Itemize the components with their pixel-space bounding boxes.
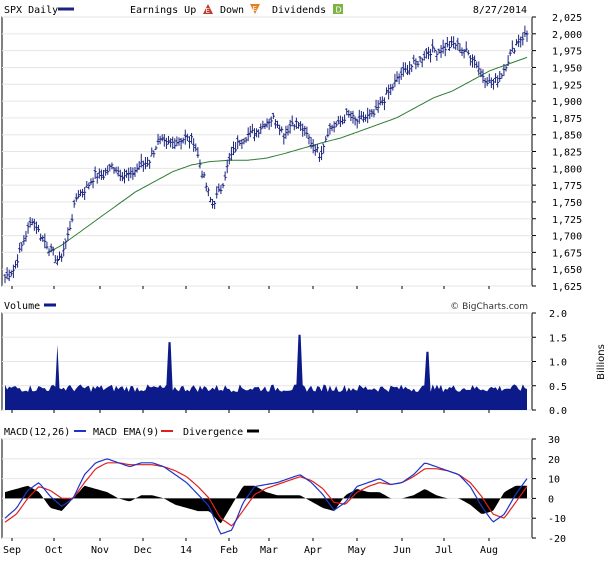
earnings-up-badge: E — [203, 4, 213, 15]
macd-y-tick-label: 20 — [548, 455, 560, 466]
price-y-tick-label: 1,875 — [552, 114, 582, 125]
price-y-tick-label: 1,900 — [552, 97, 582, 108]
macd-y-tick-label: 10 — [548, 475, 560, 486]
x-axis-label: Dec — [134, 545, 152, 556]
x-axis-label: Apr — [304, 545, 322, 556]
price-y-tick-label: 1,650 — [552, 265, 582, 276]
volume-units-label: Billions — [596, 344, 607, 380]
price-y-tick-label: 1,750 — [552, 198, 582, 209]
x-axis-label: May — [348, 545, 366, 556]
price-gridlines — [2, 16, 532, 287]
symbol-label: SPX Daily — [4, 5, 58, 16]
macd-ema-label: MACD EMA(9) — [93, 427, 159, 438]
price-y-tick-label: 1,725 — [552, 215, 582, 226]
macd-label: MACD(12,26) — [4, 427, 70, 438]
volume-y-axis: 2.0 1.5 1.0 0.5 0.0 — [532, 309, 567, 417]
x-axis-label: Jul — [435, 545, 453, 556]
x-axis-label: 14 — [180, 545, 192, 556]
volume-area — [5, 334, 527, 410]
price-y-axis: 2,025 2,000 1,975 1,950 1,925 1,900 1,875 1,850… — [532, 13, 582, 293]
macd-line — [4, 458, 528, 535]
macd-y-axis: 30 20 10 0 -10 -20 — [532, 435, 566, 545]
chart-date: 8/27/2014 — [473, 5, 527, 16]
price-y-tick-label: 1,800 — [552, 164, 582, 175]
price-y-tick-label: 1,700 — [552, 232, 582, 243]
x-axis-label: Sep — [3, 545, 21, 556]
macd-ema-line — [4, 462, 528, 527]
earnings-down-badge-letter: E — [253, 5, 257, 13]
bigcharts-credit: © BigCharts.com — [450, 302, 528, 312]
price-bars — [3, 25, 529, 284]
price-y-tick-label: 2,000 — [552, 30, 582, 41]
volume-y-tick-label: 1.0 — [549, 358, 567, 369]
price-y-tick-label: 1,775 — [552, 181, 582, 192]
volume-y-tick-label: 1.5 — [549, 333, 567, 344]
x-axis-label: Mar — [260, 545, 278, 556]
price-y-tick-label: 2,025 — [552, 13, 582, 24]
divergence-label: Divergence — [183, 427, 243, 438]
macd-y-tick-label: 0 — [548, 494, 554, 505]
dividends-label: Dividends — [272, 5, 326, 16]
x-axis-label: Oct — [45, 545, 63, 556]
earnings-up-badge-letter: E — [206, 7, 210, 15]
macd-header: MACD(12,26) MACD EMA(9) Divergence — [4, 427, 259, 438]
earnings-down-label: Down — [220, 5, 244, 16]
macd-y-tick-label: 30 — [548, 435, 560, 446]
price-y-tick-label: 1,925 — [552, 80, 582, 91]
volume-y-tick-label: 0.5 — [549, 382, 567, 393]
price-y-tick-label: 1,975 — [552, 47, 582, 58]
price-y-tick-label: 1,625 — [552, 282, 582, 293]
x-axis-labels: Sep Oct Nov Dec 14 Feb Mar Apr May Jun Jul Aug — [3, 286, 498, 556]
dividends-badge: D — [333, 4, 343, 15]
price-y-tick-label: 1,950 — [552, 63, 582, 74]
macd-y-tick-label: -20 — [548, 534, 566, 545]
volume-label: Volume — [4, 301, 40, 312]
divergence-histogram — [5, 485, 527, 524]
price-y-tick-label: 1,850 — [552, 131, 582, 142]
x-axis-label: Nov — [91, 545, 109, 556]
price-y-tick-label: 1,825 — [552, 148, 582, 159]
x-axis-label: Feb — [220, 545, 238, 556]
dividends-badge-letter: D — [336, 6, 342, 15]
volume-y-tick-label: 2.0 — [549, 309, 567, 320]
volume-header: Volume © BigCharts.com — [4, 301, 528, 312]
x-axis-label: Aug — [480, 545, 498, 556]
chart-header: SPX Daily Earnings Up E Down E Dividends… — [4, 4, 527, 16]
moving-average-line — [46, 56, 528, 254]
earnings-up-label: Earnings Up — [130, 5, 196, 16]
price-y-tick-label: 1,675 — [552, 248, 582, 259]
macd-y-tick-label: -10 — [548, 514, 566, 525]
volume-y-tick-label: 0.0 — [549, 406, 567, 417]
earnings-down-badge: E — [250, 4, 260, 14]
x-axis-label: Jun — [393, 545, 411, 556]
